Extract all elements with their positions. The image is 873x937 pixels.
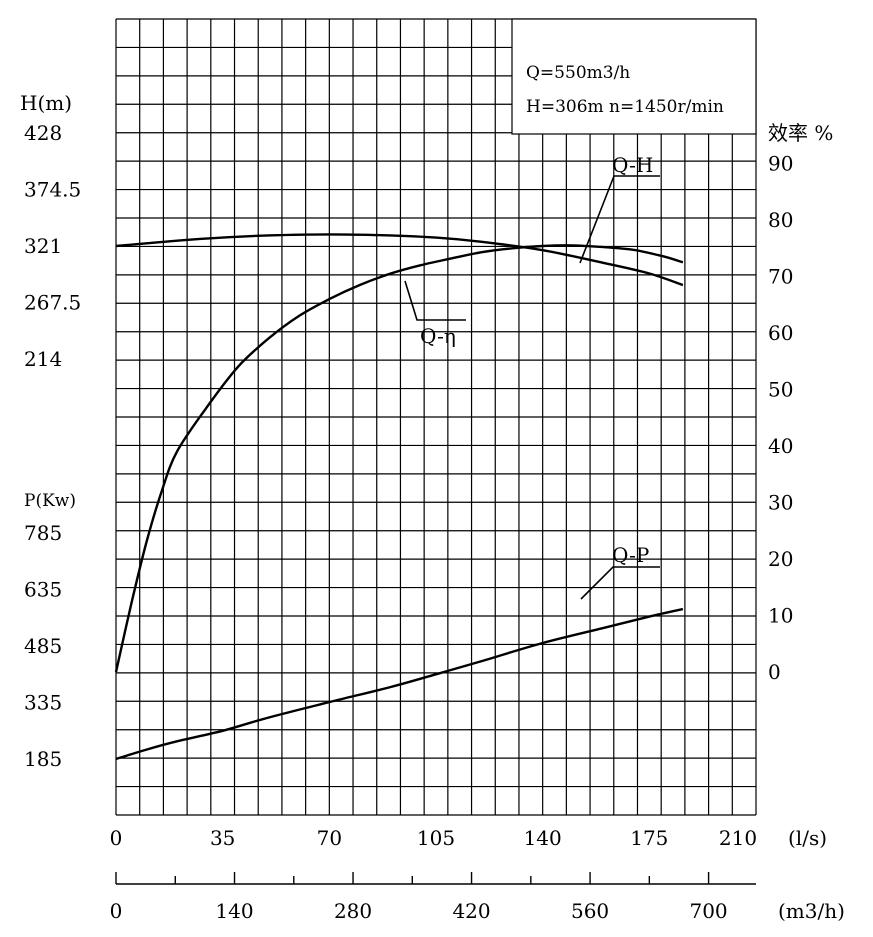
head-tick-label: 374.5 <box>24 178 81 202</box>
curve-labels: Q-H Q-η Q-P <box>404 153 660 600</box>
power-tick-label: 335 <box>24 691 62 715</box>
curves <box>114 233 684 761</box>
q-p-curve-label: Q-P <box>612 543 649 567</box>
power-tick-label: 785 <box>24 521 62 545</box>
head-axis-title: H(m) <box>20 91 72 115</box>
head-tick-label: 214 <box>24 347 62 371</box>
power-tick-label: 635 <box>24 578 62 602</box>
info-flow-text: Q=550m3/h <box>526 63 630 83</box>
power-tick-label: 485 <box>24 634 62 658</box>
flow-m3h-tick-label: 280 <box>334 899 372 923</box>
flow-m3h-tick-label: 700 <box>689 899 727 923</box>
head-tick-label: 428 <box>24 121 62 145</box>
q-eta-curve-label: Q-η <box>420 324 456 348</box>
flow-ls-tick-label: 105 <box>417 826 455 850</box>
efficiency-tick-label: 0 <box>768 660 781 684</box>
grid <box>115 18 757 816</box>
info-head-speed-text: H=306m n=1450r/min <box>526 97 724 117</box>
q-p-curve <box>115 607 684 761</box>
efficiency-axis-title: 效率 % <box>768 121 833 145</box>
head-tick-label: 267.5 <box>24 291 81 315</box>
flow-ls-tick-label: 210 <box>719 826 757 850</box>
efficiency-tick-label: 90 <box>768 152 793 176</box>
efficiency-tick-label: 70 <box>768 265 793 289</box>
efficiency-tick-label: 60 <box>768 321 793 345</box>
flow-ls-tick-label: 35 <box>210 826 235 850</box>
flow-m3h-tick-label: 560 <box>571 899 609 923</box>
q-h-leader-line <box>579 175 660 264</box>
q-eta-leader-line <box>404 280 466 321</box>
q-p-leader-line <box>580 566 660 600</box>
flow-m3h-tick-label: 420 <box>452 899 490 923</box>
power-axis-title: P(Kw) <box>24 491 76 511</box>
flow-ls-tick-label: 140 <box>524 826 562 850</box>
q-h-curve <box>115 233 684 287</box>
head-tick-label: 321 <box>24 234 62 258</box>
flow-ls-tick-label: 175 <box>630 826 668 850</box>
efficiency-tick-label: 40 <box>768 434 793 458</box>
efficiency-tick-label: 50 <box>768 378 793 402</box>
flow-ls-axis-unit: (l/s) <box>788 826 827 850</box>
q-h-curve-label: Q-H <box>612 153 653 177</box>
efficiency-tick-label: 80 <box>768 208 793 232</box>
m3h-scale: 0 140 280 420 560 700 <box>110 872 756 923</box>
info-box <box>511 18 757 135</box>
flow-ls-tick-label: 70 <box>317 826 342 850</box>
flow-m3h-axis-unit: (m3/h) <box>778 899 845 923</box>
efficiency-tick-label: 10 <box>768 604 793 628</box>
power-tick-label: 185 <box>24 747 62 771</box>
efficiency-tick-label: 20 <box>768 547 793 571</box>
flow-m3h-tick-label: 0 <box>110 899 123 923</box>
flow-ls-tick-label: 0 <box>110 826 123 850</box>
q-eta-curve <box>114 244 684 673</box>
flow-m3h-tick-label: 140 <box>215 899 253 923</box>
efficiency-tick-label: 30 <box>768 491 793 515</box>
tick-labels: 428 374.5 321 267.5 214 785 635 485 335 185 90 80 70… <box>24 121 793 850</box>
